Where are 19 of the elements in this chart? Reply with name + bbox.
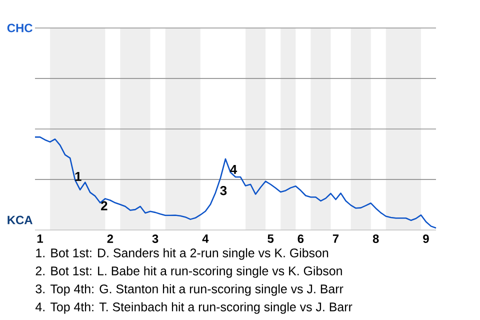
x-tick-label: 4 bbox=[202, 234, 209, 243]
x-tick-label: 7 bbox=[332, 234, 339, 243]
text: 1. Bot 1st: D. Sanders hit a 2-run single vs K. Gibson bbox=[36, 248, 328, 260]
text: 2. Bot 1st: L. Babe hit a run-scoring single vs K. Gibson bbox=[36, 266, 342, 278]
text: CHC bbox=[7, 24, 32, 32]
text: 4. Top 4th: T. Steinbach hit a run-scoring single vs J. Barr bbox=[35, 302, 352, 314]
annotation: 1 bbox=[75, 172, 82, 181]
annotation: 4 bbox=[230, 164, 238, 174]
x-tick-label: 5 bbox=[268, 234, 274, 243]
annotation: 2 bbox=[101, 201, 108, 210]
x-tick-label: 9 bbox=[423, 234, 429, 243]
x-tick-label: 3 bbox=[152, 234, 158, 244]
x-tick-label: 8 bbox=[372, 234, 379, 243]
text: 3. Top 4th: G. Stanton hit a run-scoring single vs J. Barr bbox=[36, 284, 344, 296]
annotation: 3 bbox=[220, 186, 227, 196]
x-tick-label: 2 bbox=[107, 234, 114, 243]
x-tick-label: 6 bbox=[298, 234, 304, 243]
x-tick-label: 1 bbox=[37, 234, 43, 243]
text: KCA bbox=[8, 216, 32, 224]
